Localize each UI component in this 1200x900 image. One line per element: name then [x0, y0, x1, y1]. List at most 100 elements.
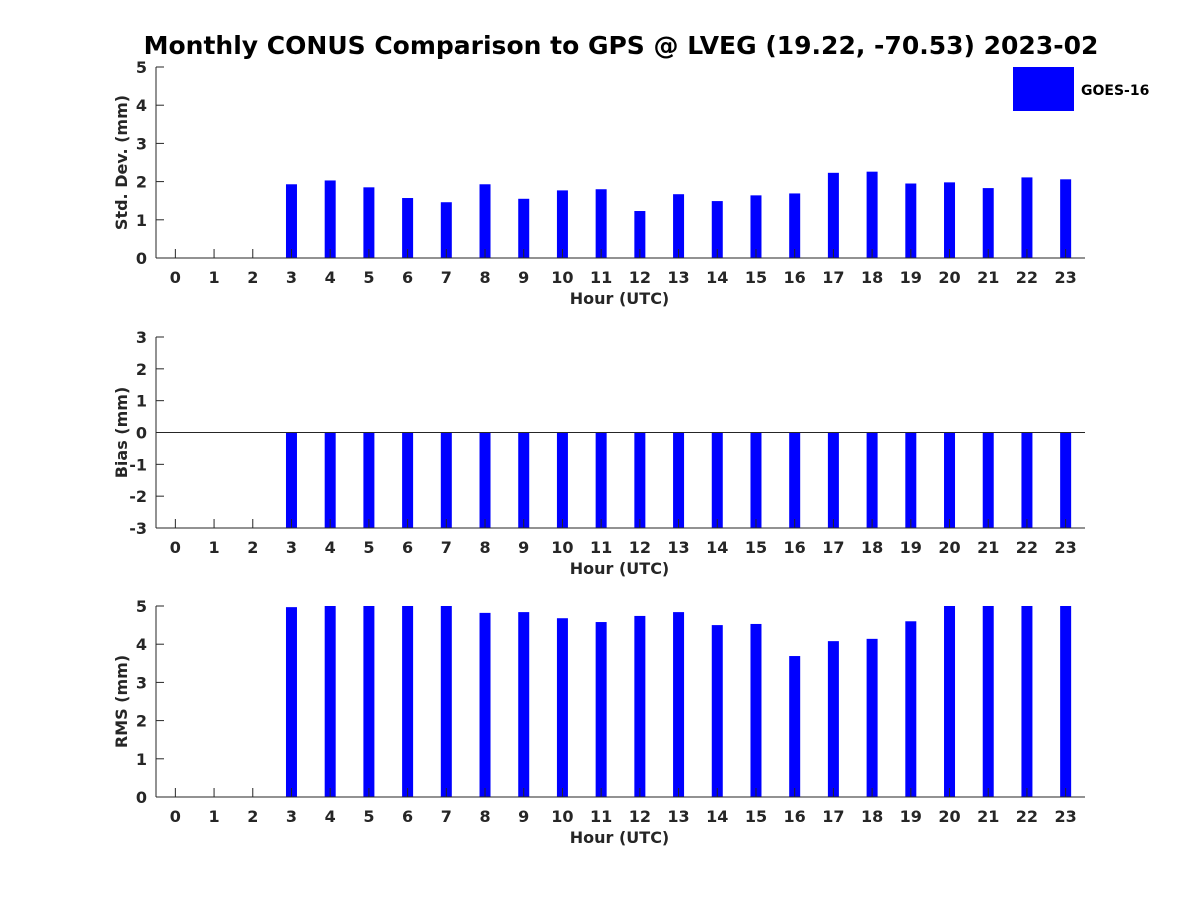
x-tick-label: 2 [247, 268, 258, 287]
y-axis-label: Bias (mm) [112, 387, 131, 479]
x-tick-label: 4 [325, 807, 336, 826]
x-tick-label: 7 [441, 807, 452, 826]
x-tick-label: 7 [441, 538, 452, 557]
bar-hour-22 [1021, 177, 1033, 258]
bar-hour-19 [905, 432, 917, 528]
bar-hour-12 [634, 615, 646, 797]
bar-hour-11 [595, 189, 607, 258]
bar-hour-19 [905, 183, 917, 258]
x-tick-label: 11 [590, 538, 612, 557]
x-tick-label: 8 [479, 807, 490, 826]
x-tick-label: 6 [402, 807, 413, 826]
y-tick-label: 5 [136, 597, 147, 616]
bar-hour-18 [866, 638, 878, 797]
x-axis-label: Hour (UTC) [570, 289, 670, 308]
bar-hour-3 [285, 184, 297, 258]
x-tick-label: 12 [629, 807, 651, 826]
chart-title: Monthly CONUS Comparison to GPS @ LVEG (… [144, 31, 1099, 60]
bar-hour-11 [595, 432, 607, 528]
x-tick-label: 7 [441, 268, 452, 287]
x-tick-label: 8 [479, 538, 490, 557]
x-tick-label: 9 [518, 268, 529, 287]
legend-label: GOES-16 [1081, 83, 1149, 99]
x-tick-label: 21 [977, 268, 999, 287]
x-tick-label: 15 [745, 807, 767, 826]
x-tick-label: 21 [977, 538, 999, 557]
x-tick-label: 6 [402, 538, 413, 557]
bar-hour-13 [673, 194, 685, 258]
x-tick-label: 20 [938, 538, 960, 557]
bar-hour-8 [479, 612, 491, 797]
x-tick-label: 1 [208, 807, 219, 826]
bar-hour-8 [479, 184, 491, 258]
x-tick-label: 21 [977, 807, 999, 826]
y-tick-label: 0 [136, 249, 147, 268]
bar-hour-20 [944, 432, 956, 528]
x-tick-label: 23 [1055, 807, 1077, 826]
y-tick-label: 0 [136, 788, 147, 807]
bar-hour-14 [711, 432, 723, 528]
bar-hour-19 [905, 621, 917, 797]
bar-hour-23 [1060, 179, 1072, 258]
bar-hour-23 [1060, 606, 1072, 797]
bar-hour-18 [866, 171, 878, 258]
x-tick-label: 3 [286, 268, 297, 287]
y-tick-label: 3 [136, 328, 147, 347]
y-tick-label: -2 [129, 487, 147, 506]
bar-hour-7 [440, 432, 452, 528]
bar-hour-10 [556, 190, 568, 258]
x-tick-label: 0 [170, 807, 181, 826]
x-tick-label: 22 [1016, 268, 1038, 287]
bar-hour-20 [944, 606, 956, 797]
chart-legend: GOES-16 [1013, 67, 1149, 111]
bar-hour-12 [634, 211, 646, 258]
x-tick-label: 10 [551, 268, 573, 287]
x-tick-label: 5 [363, 807, 374, 826]
y-tick-label: -3 [129, 519, 147, 538]
y-tick-label: 1 [136, 750, 147, 769]
y-tick-label: 1 [136, 211, 147, 230]
x-tick-label: 1 [208, 268, 219, 287]
y-tick-label: 2 [136, 360, 147, 379]
bar-hour-6 [402, 606, 414, 797]
x-tick-label: 5 [363, 538, 374, 557]
bar-hour-8 [479, 432, 491, 528]
bar-hour-15 [750, 432, 762, 528]
bar-hour-16 [789, 656, 801, 797]
x-tick-label: 9 [518, 807, 529, 826]
bar-hour-4 [324, 432, 336, 528]
bar-hour-22 [1021, 606, 1033, 797]
y-tick-label: 5 [136, 58, 147, 77]
bar-hour-5 [363, 432, 375, 528]
bar-hour-16 [789, 432, 801, 528]
bar-hour-22 [1021, 432, 1033, 528]
x-tick-label: 13 [667, 807, 689, 826]
x-tick-label: 17 [822, 268, 844, 287]
x-tick-label: 8 [479, 268, 490, 287]
x-tick-label: 19 [900, 807, 922, 826]
bar-hour-5 [363, 606, 375, 797]
x-tick-label: 3 [286, 807, 297, 826]
x-tick-label: 12 [629, 268, 651, 287]
x-axis-label: Hour (UTC) [570, 828, 670, 847]
x-tick-label: 17 [822, 807, 844, 826]
y-tick-label: -1 [129, 455, 147, 474]
x-tick-label: 3 [286, 538, 297, 557]
x-tick-label: 5 [363, 268, 374, 287]
bar-hour-3 [285, 432, 297, 528]
x-tick-label: 19 [900, 538, 922, 557]
x-tick-label: 13 [667, 268, 689, 287]
x-tick-label: 10 [551, 807, 573, 826]
bar-hour-21 [982, 188, 994, 258]
bar-hour-3 [285, 607, 297, 797]
legend-swatch [1013, 67, 1074, 111]
x-tick-label: 18 [861, 807, 883, 826]
x-tick-label: 20 [938, 807, 960, 826]
x-tick-label: 2 [247, 538, 258, 557]
bar-hour-4 [324, 606, 336, 797]
bar-hour-15 [750, 195, 762, 258]
y-axis-label: Std. Dev. (mm) [112, 95, 131, 230]
x-tick-label: 4 [325, 538, 336, 557]
bar-hour-11 [595, 622, 607, 797]
